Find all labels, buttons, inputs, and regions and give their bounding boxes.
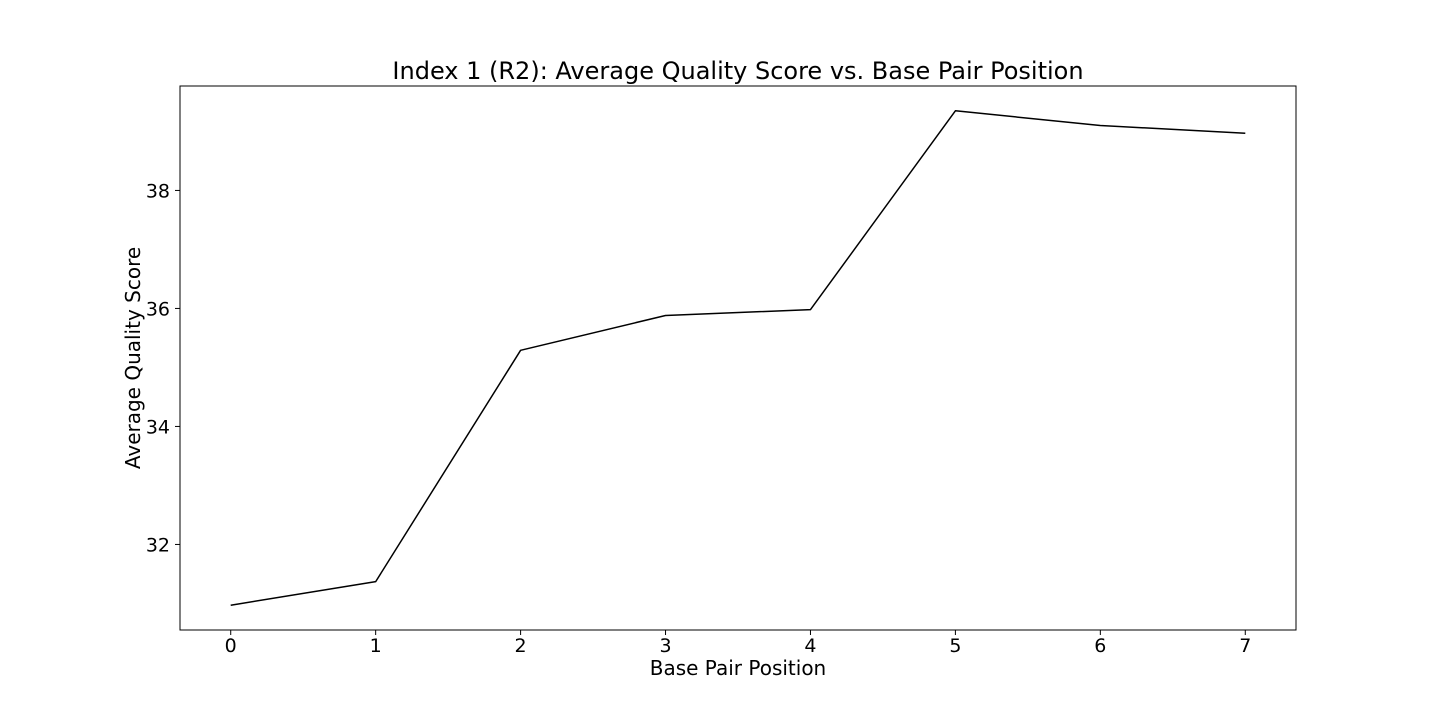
x-tick-label: 4 xyxy=(804,635,816,657)
x-tick-label: 3 xyxy=(659,635,671,657)
y-tick-label: 38 xyxy=(146,180,170,202)
series-layer xyxy=(230,110,1246,606)
plot-area-frame xyxy=(179,85,1297,631)
x-axis-label: Base Pair Position xyxy=(650,656,826,680)
x-tick-label: 7 xyxy=(1239,635,1251,657)
x-tick-label: 2 xyxy=(515,635,527,657)
x-axis-ticks: 0 1 2 3 4 5 6 7 xyxy=(225,630,1251,657)
x-tick-label: 0 xyxy=(225,635,237,657)
series-line xyxy=(230,110,1246,606)
x-tick-label: 6 xyxy=(1094,635,1106,657)
y-axis-label: Average Quality Score xyxy=(121,247,145,469)
chart-title: Index 1 (R2): Average Quality Score vs. … xyxy=(392,57,1083,85)
y-tick-label: 34 xyxy=(146,416,170,438)
x-tick-label: 1 xyxy=(370,635,382,657)
y-tick-label: 36 xyxy=(146,298,170,320)
y-tick-label: 32 xyxy=(146,534,170,556)
x-tick-label: 5 xyxy=(949,635,961,657)
y-axis-ticks: 32 34 36 38 xyxy=(146,180,180,556)
